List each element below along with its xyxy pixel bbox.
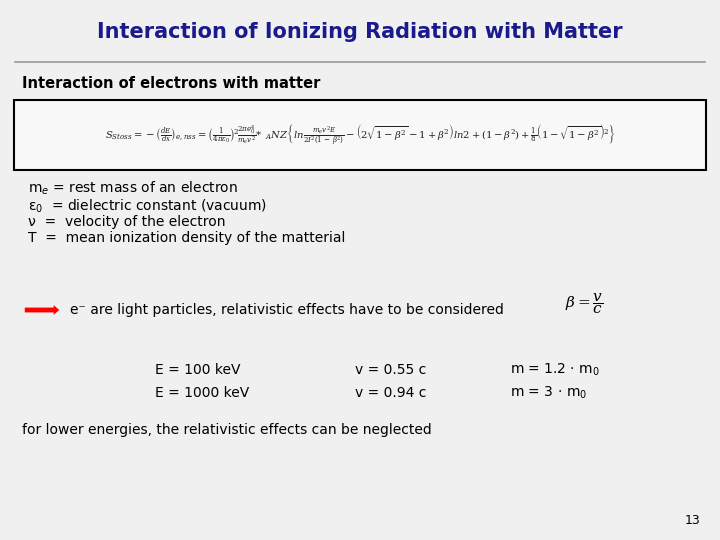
Text: Interaction of electrons with matter: Interaction of electrons with matter [22,76,320,91]
Text: v = 0.55 c: v = 0.55 c [355,363,426,377]
Text: for lower energies, the relativistic effects can be neglected: for lower energies, the relativistic eff… [22,423,432,437]
Text: E = 1000 keV: E = 1000 keV [155,386,249,400]
Text: m = 3 · m$_0$: m = 3 · m$_0$ [510,385,588,401]
Text: m = 1.2 · m$_0$: m = 1.2 · m$_0$ [510,362,600,378]
Text: ν  =  velocity of the electron: ν = velocity of the electron [28,215,225,229]
Text: m$_e$ = rest mass of an electron: m$_e$ = rest mass of an electron [28,179,238,197]
Text: e⁻ are light particles, relativistic effects have to be considered: e⁻ are light particles, relativistic eff… [70,303,504,317]
Text: $\beta = \dfrac{v}{c}$: $\beta = \dfrac{v}{c}$ [565,292,603,316]
Text: Interaction of Ionizing Radiation with Matter: Interaction of Ionizing Radiation with M… [97,22,623,42]
Text: 13: 13 [684,514,700,526]
Text: $S_{Stoss} = -\left(\frac{dE}{dx}\right)_{e,nss} = \left(\frac{1}{4\pi\varepsilo: $S_{Stoss} = -\left(\frac{dE}{dx}\right)… [104,123,616,147]
Text: T  =  mean ionization density of the matterial: T = mean ionization density of the matte… [28,231,346,245]
Text: v = 0.94 c: v = 0.94 c [355,386,426,400]
Text: ε$_0$  = dielectric constant (vacuum): ε$_0$ = dielectric constant (vacuum) [28,197,267,215]
Text: E = 100 keV: E = 100 keV [155,363,240,377]
Bar [14,100,706,170]
